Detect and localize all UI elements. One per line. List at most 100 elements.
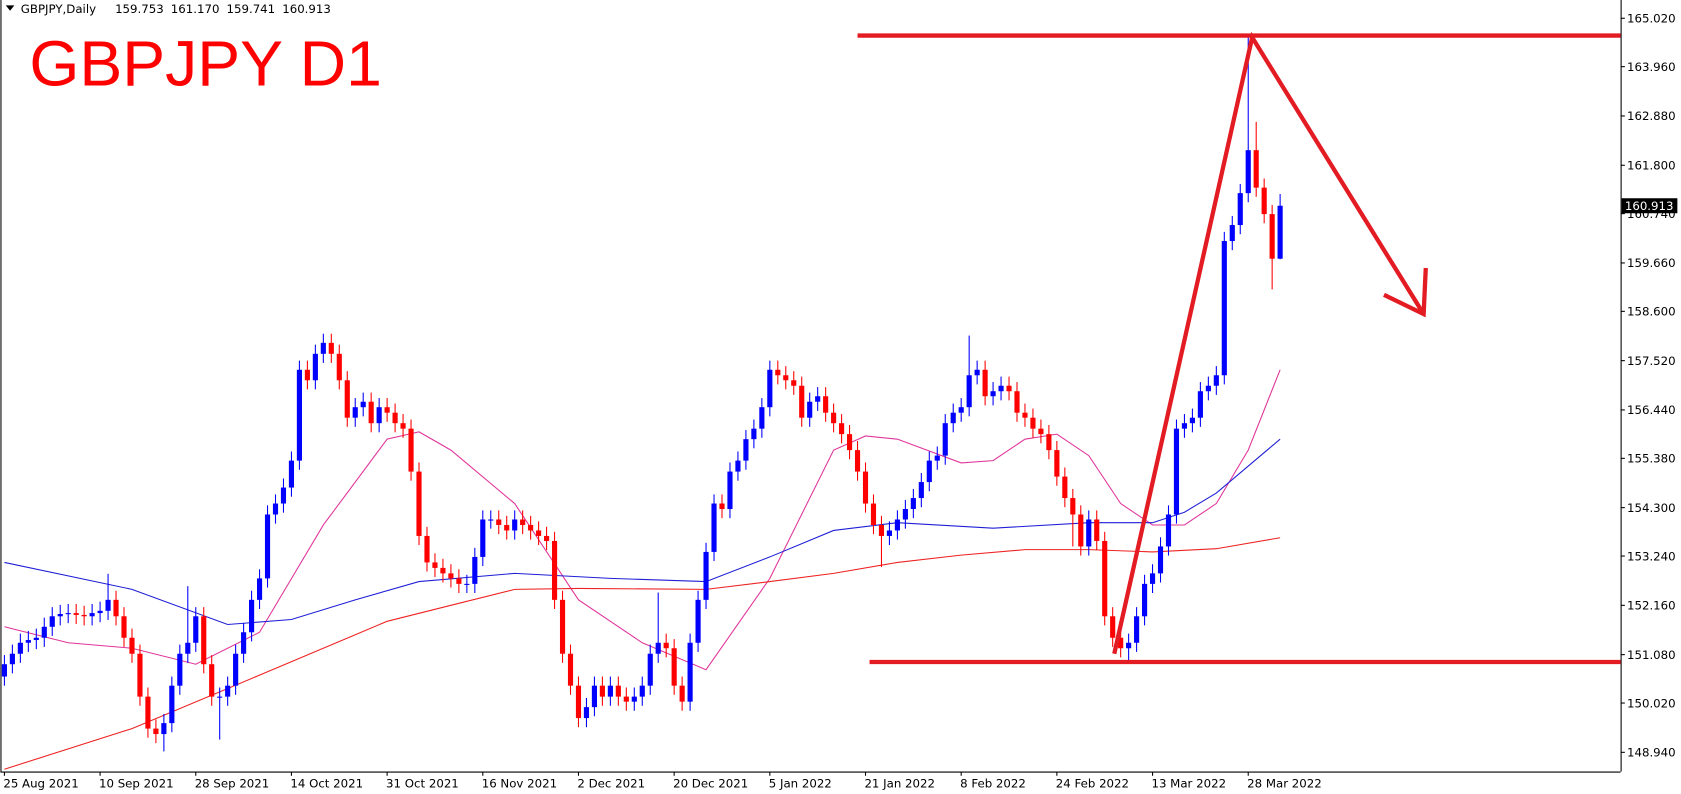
candle-body bbox=[41, 626, 47, 638]
candle-body bbox=[1237, 193, 1243, 226]
candle-body bbox=[1261, 187, 1267, 215]
candle-body bbox=[775, 369, 781, 376]
candle-body bbox=[416, 471, 422, 536]
last-price-box bbox=[1621, 198, 1678, 214]
candle-body bbox=[1054, 450, 1060, 477]
candle-body bbox=[209, 664, 215, 697]
candle-body bbox=[1014, 391, 1020, 413]
candle-body bbox=[504, 524, 510, 531]
candle-body bbox=[1213, 375, 1219, 386]
candle-body bbox=[97, 610, 103, 614]
candle-body bbox=[264, 514, 271, 579]
x-tick-label: 28 Mar 2022 bbox=[1247, 777, 1322, 791]
candle-body bbox=[544, 535, 550, 541]
candle-body bbox=[998, 385, 1004, 392]
candle-body bbox=[89, 613, 95, 617]
candle-body bbox=[958, 407, 964, 413]
candle-body bbox=[512, 519, 518, 531]
candle-body bbox=[974, 369, 980, 376]
candle-body bbox=[767, 369, 773, 408]
candle-body bbox=[719, 503, 725, 510]
y-tick-label: 161.800 bbox=[1627, 159, 1676, 173]
y-tick-label: 153.240 bbox=[1627, 549, 1676, 563]
candle-body bbox=[280, 487, 287, 504]
candle-body bbox=[161, 723, 167, 735]
candle-body bbox=[480, 519, 486, 557]
candle-body bbox=[1149, 573, 1156, 584]
candle-body bbox=[990, 391, 996, 397]
candle-body bbox=[328, 342, 334, 354]
candle-body bbox=[424, 535, 430, 563]
candle-body bbox=[647, 653, 653, 686]
ohlc-high: 161.170 bbox=[171, 2, 220, 16]
y-tick-label: 159.660 bbox=[1627, 256, 1676, 270]
chart-title: GBPJPY D1 bbox=[29, 28, 382, 100]
menu-triangle[interactable] bbox=[5, 5, 15, 11]
candle-body bbox=[695, 599, 701, 643]
x-tick-label: 2 Dec 2021 bbox=[577, 777, 645, 791]
candle-body bbox=[17, 642, 23, 654]
candle-body bbox=[496, 519, 502, 525]
x-tick-label: 31 Oct 2021 bbox=[386, 777, 459, 791]
candle-body bbox=[1157, 546, 1164, 574]
candle-body bbox=[982, 369, 988, 397]
y-tick-label: 162.880 bbox=[1627, 109, 1676, 123]
y-tick-label: 163.960 bbox=[1627, 60, 1676, 74]
candle-body bbox=[599, 685, 605, 697]
candle-body bbox=[9, 653, 15, 665]
candle-body bbox=[472, 556, 478, 584]
candle-body bbox=[57, 614, 63, 617]
candle-body bbox=[1142, 583, 1148, 617]
x-tick-label: 16 Nov 2021 bbox=[482, 777, 557, 791]
candle-body bbox=[464, 583, 470, 585]
candle-body bbox=[567, 653, 574, 686]
candle-body bbox=[193, 616, 199, 643]
arrow-head bbox=[1383, 267, 1428, 318]
candle-body bbox=[703, 551, 709, 600]
candle-body bbox=[185, 642, 191, 654]
y-tick-label: 148.940 bbox=[1627, 746, 1676, 760]
candle-body bbox=[360, 401, 366, 408]
candle-body bbox=[942, 423, 948, 456]
candle-body bbox=[1022, 412, 1028, 418]
candle-body bbox=[233, 653, 239, 686]
candle-body bbox=[392, 412, 398, 424]
candle-body bbox=[583, 707, 590, 719]
candle-body bbox=[886, 530, 893, 536]
candle-body bbox=[376, 407, 382, 424]
candle-body bbox=[1094, 519, 1100, 541]
candle-body bbox=[1221, 241, 1227, 376]
candle-body bbox=[1173, 428, 1180, 515]
candle-body bbox=[663, 642, 669, 649]
trend-line bbox=[1112, 31, 1426, 655]
candle-body bbox=[272, 503, 279, 515]
candle-body bbox=[575, 685, 582, 719]
candle-body bbox=[121, 616, 127, 638]
candle-body bbox=[408, 428, 414, 472]
candle-body bbox=[1205, 385, 1211, 392]
candle-body bbox=[623, 696, 629, 702]
candle-body bbox=[751, 428, 757, 440]
candle-body bbox=[870, 503, 877, 525]
candle-body bbox=[1181, 423, 1188, 429]
candle-body bbox=[520, 519, 526, 525]
x-tick-label: 25 Aug 2021 bbox=[3, 777, 78, 791]
candle-body bbox=[655, 642, 661, 654]
candle-body bbox=[1189, 417, 1195, 424]
candle-body bbox=[559, 599, 566, 654]
candle-body bbox=[1277, 205, 1283, 259]
candle-body bbox=[225, 685, 231, 697]
candle-body bbox=[65, 613, 71, 615]
candle-body bbox=[1134, 616, 1140, 643]
candle-body bbox=[1, 664, 7, 677]
y-tick-label: 152.160 bbox=[1627, 599, 1676, 613]
candle-body bbox=[217, 696, 223, 698]
ohlc-open: 159.753 bbox=[115, 2, 164, 16]
candle-body bbox=[878, 524, 885, 536]
candle-body bbox=[631, 696, 637, 702]
plot-area bbox=[1, 31, 1621, 770]
candle-body bbox=[1070, 498, 1076, 515]
candle-body bbox=[1269, 214, 1275, 259]
candle-body bbox=[950, 412, 956, 424]
candle-body bbox=[1062, 476, 1068, 499]
